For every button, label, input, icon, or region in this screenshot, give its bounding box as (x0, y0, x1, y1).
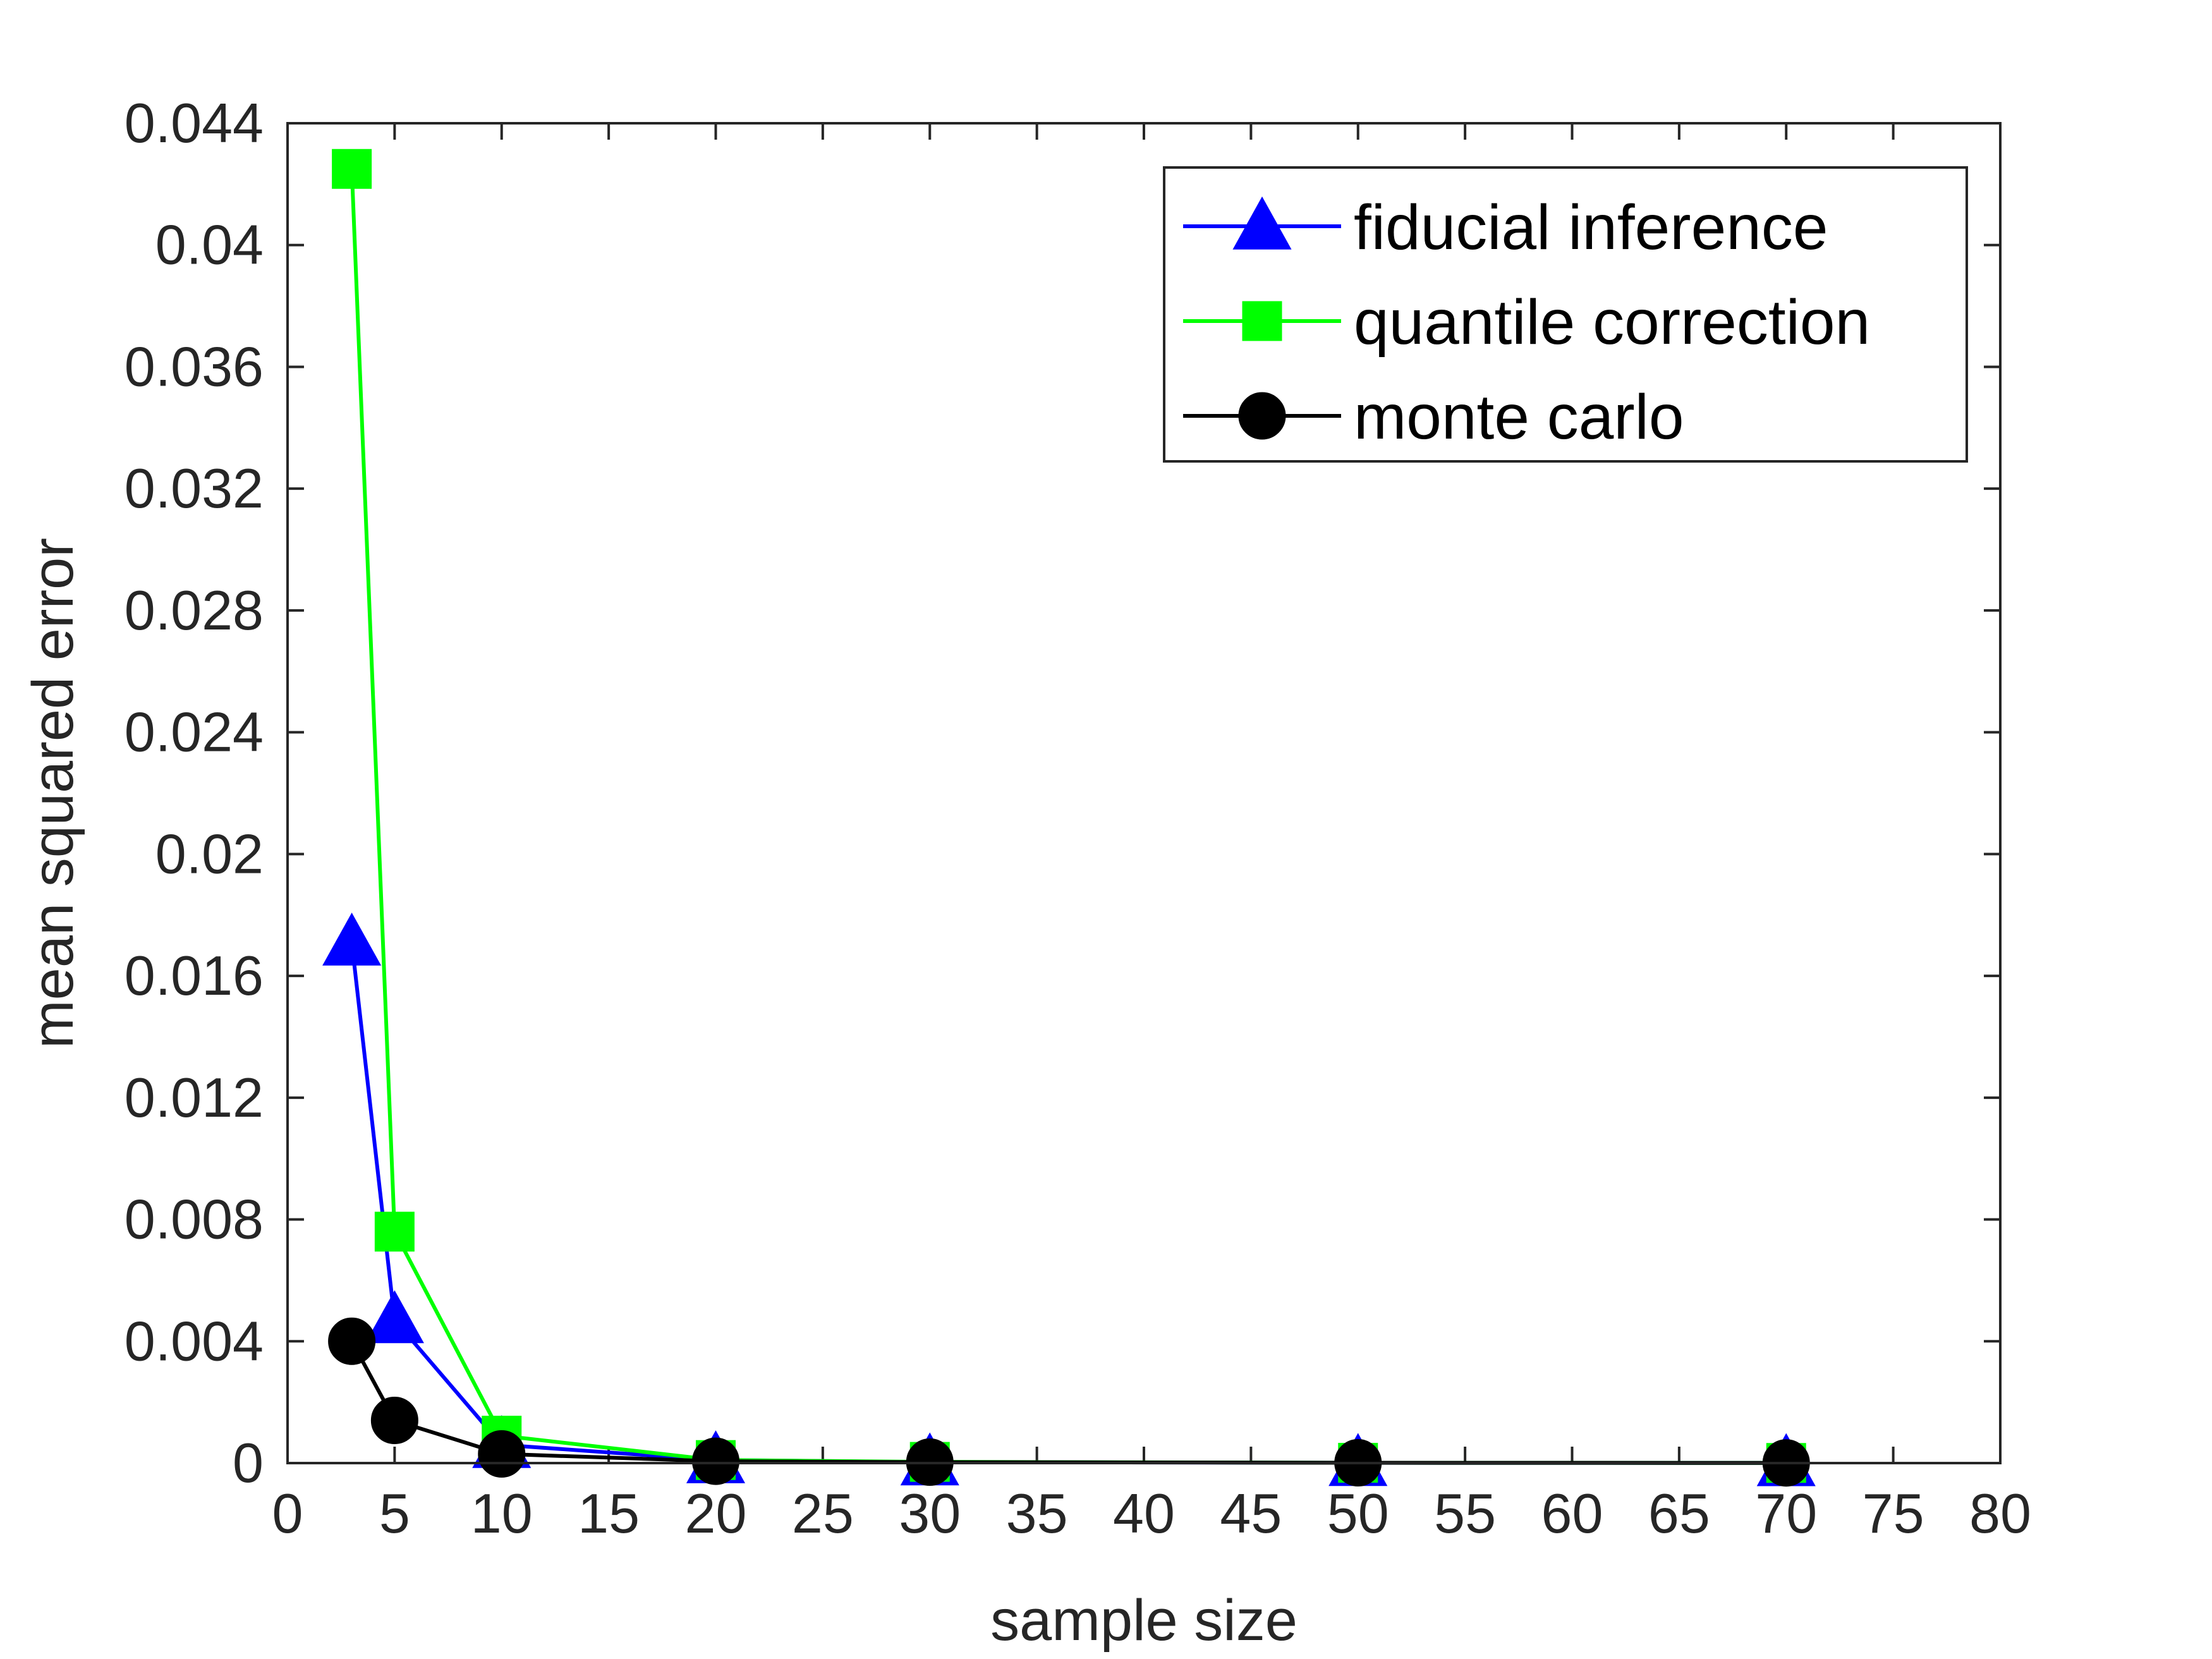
x-tick-label: 25 (792, 1482, 854, 1545)
legend-marker-0 (1232, 196, 1292, 250)
x-tick-label: 45 (1220, 1482, 1282, 1545)
x-tick-label: 30 (899, 1482, 961, 1545)
x-tick-label: 75 (1863, 1482, 1924, 1545)
y-tick-label: 0.036 (125, 335, 264, 398)
x-axis-label: sample size (990, 1588, 1297, 1653)
x-tick-label: 40 (1113, 1482, 1175, 1545)
x-tick-label: 5 (379, 1482, 410, 1545)
legend: fiducial inference quantile correction mon… (1163, 166, 1968, 463)
y-tick-label: 0.02 (155, 822, 264, 885)
data-point-2-2 (478, 1430, 526, 1478)
data-point-1-0 (332, 149, 372, 189)
x-tick-label: 20 (685, 1482, 747, 1545)
legend-label-0: fiducial inference (1354, 192, 1828, 263)
plot-frame (286, 122, 2002, 1464)
data-point-2-3 (692, 1437, 739, 1485)
y-tick-label: 0.04 (155, 214, 264, 276)
x-tick-label: 50 (1327, 1482, 1389, 1545)
data-point-0-0 (322, 913, 382, 966)
x-tick-label: 55 (1434, 1482, 1496, 1545)
x-tick-label: 65 (1648, 1482, 1710, 1545)
x-tick-label: 0 (272, 1482, 303, 1545)
data-point-1-1 (374, 1212, 415, 1252)
y-axis-label: mean squared error (21, 538, 85, 1048)
data-point-0-1 (365, 1290, 424, 1344)
y-tick-label: 0.028 (125, 579, 264, 641)
data-point-2-1 (370, 1397, 418, 1445)
data-point-2-0 (328, 1317, 376, 1365)
y-tick-label: 0.016 (125, 944, 264, 1007)
y-tick-label: 0.032 (125, 457, 264, 520)
x-tick-label: 35 (1006, 1482, 1068, 1545)
x-tick-label: 70 (1755, 1482, 1817, 1545)
legend-label-2: monte carlo (1354, 382, 1684, 453)
legend-marker-1 (1242, 301, 1282, 341)
y-tick-label: 0.004 (125, 1310, 264, 1372)
legend-box (1163, 166, 1968, 463)
legend-label-1: quantile correction (1354, 287, 1870, 358)
x-tick-label: 15 (578, 1482, 640, 1545)
x-tick-labels: 0 5 10 15 20 25 30 35 40 45 50 55 60 65 70 75 80 (272, 1482, 2031, 1545)
y-tick-label: 0.012 (125, 1066, 264, 1129)
x-tick-label: 60 (1541, 1482, 1603, 1545)
y-tick-label: 0.008 (125, 1188, 264, 1251)
x-tick-label: 10 (471, 1482, 533, 1545)
legend-marker-2 (1238, 392, 1286, 440)
y-tick-labels: 0 0.004 0.008 0.012 0.016 0.02 0.024 0.028 0.032… (125, 92, 264, 1494)
y-tick-label: 0.024 (125, 701, 264, 763)
x-tick-label: 80 (1969, 1482, 2031, 1545)
y-tick-label: 0 (233, 1431, 264, 1494)
y-tick-label: 0.044 (125, 92, 264, 154)
